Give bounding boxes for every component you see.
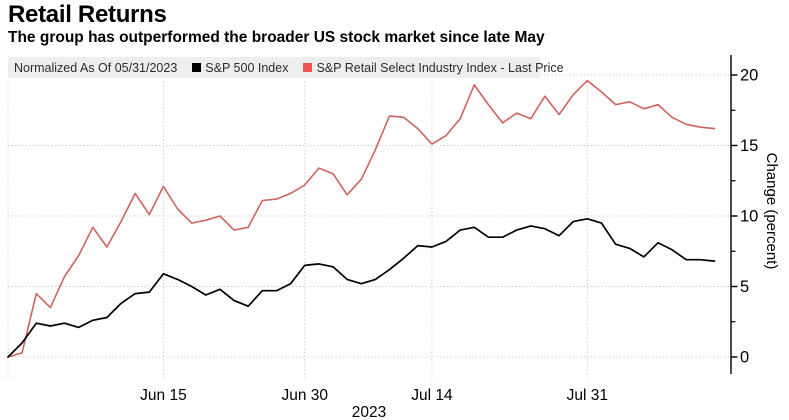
- legend-note: Normalized As Of 05/31/2023: [14, 60, 178, 75]
- svg-text:Jul 31: Jul 31: [567, 387, 608, 404]
- svg-text:Jun 30: Jun 30: [281, 387, 328, 404]
- legend-label-retail-index: S&P Retail Select Industry Index - Last …: [316, 60, 564, 75]
- legend-label-sp500: S&P 500 Index: [205, 60, 289, 75]
- svg-text:5: 5: [740, 278, 749, 296]
- legend-item-sp500: S&P 500 Index: [192, 61, 288, 75]
- legend-item-retail-index: S&P Retail Select Industry Index - Last …: [303, 60, 564, 75]
- chart-legend: Normalized As Of 05/31/2023 S&P 500 Inde…: [8, 57, 564, 78]
- svg-text:20: 20: [740, 67, 758, 85]
- svg-text:2023: 2023: [352, 404, 386, 420]
- svg-text:15: 15: [740, 137, 758, 155]
- retail-index-swatch-icon: [303, 63, 313, 72]
- svg-text:0: 0: [740, 349, 749, 367]
- chart-subtitle: The group has outperformed the broader U…: [8, 29, 545, 46]
- svg-text:Jul 14: Jul 14: [411, 387, 453, 404]
- svg-text:Change (percent): Change (percent): [763, 153, 780, 270]
- svg-text:10: 10: [740, 208, 758, 226]
- sp500-swatch-icon: [192, 63, 202, 72]
- page-title: Retail Returns: [8, 1, 167, 28]
- svg-text:Jun 15: Jun 15: [140, 387, 187, 404]
